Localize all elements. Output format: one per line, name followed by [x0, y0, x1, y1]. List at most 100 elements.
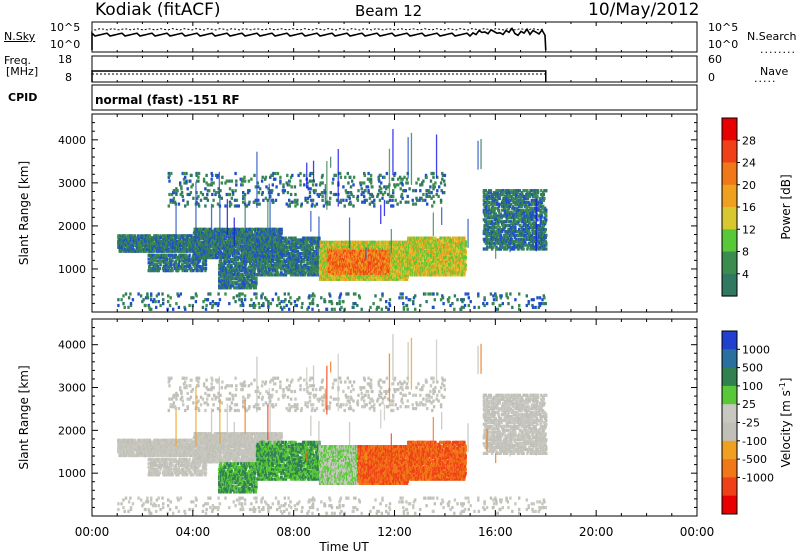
power-echo-cell: [200, 254, 203, 258]
power-echo-cell: [185, 259, 189, 263]
power-echo-cell: [242, 241, 245, 245]
power-echo-cell: [158, 245, 161, 249]
power-echo-cell: [240, 267, 243, 271]
cpid-panel-frame: [91, 84, 698, 111]
power-echo-cell: [128, 247, 131, 251]
power-echo-cell: [230, 267, 233, 271]
power-echo-cell: [250, 252, 254, 256]
power-echo-cell: [184, 267, 187, 271]
power-echo-cell: [361, 258, 365, 262]
power-echo-cell: [346, 248, 349, 252]
power-echo-cell: [215, 248, 218, 252]
power-echo-cell: [336, 242, 339, 246]
power-echo-cell: [203, 242, 206, 247]
power-echo-cell: [257, 253, 260, 258]
power-echo-cell: [203, 227, 206, 231]
power-echo-cell: [129, 241, 133, 246]
power-echo-cell: [125, 240, 128, 244]
power-echo-cell: [211, 248, 214, 252]
power-echo-cell: [365, 271, 368, 275]
power-echo-cell: [204, 235, 208, 239]
power-echo-cell: [180, 247, 183, 251]
power-echo-cell: [180, 259, 183, 263]
power-echo-cell: [300, 265, 303, 269]
power-echo-cell: [244, 278, 247, 282]
power-echo-cell: [192, 231, 196, 235]
power-echo-cell: [226, 278, 230, 282]
power-echo-cell: [376, 258, 379, 262]
power-echo-cell: [303, 250, 307, 254]
power-echo-cell: [294, 267, 298, 271]
power-echo-cell: [366, 277, 369, 281]
power-echo-cell: [248, 284, 252, 288]
power-echo-cell: [351, 260, 354, 264]
power-echo-cell: [243, 244, 247, 248]
power-echo-cell: [172, 243, 175, 247]
power-echo-cell: [310, 248, 313, 252]
power-echo-cell: [332, 273, 336, 277]
power-echo-cell: [152, 253, 155, 257]
power-echo-cell: [184, 269, 187, 273]
power-echo-cell: [177, 267, 181, 271]
power-echo-cell: [211, 250, 214, 254]
power-echo-cell: [344, 265, 348, 270]
power-echo-cell: [303, 253, 306, 258]
power-echo-cell: [235, 263, 238, 267]
power-echo-cell: [363, 265, 366, 270]
power-echo-cell: [367, 260, 370, 264]
power-echo-cell: [196, 242, 199, 247]
power-echo-cell: [307, 271, 310, 275]
power-echo-cell: [261, 248, 264, 252]
power-echo-cell: [320, 269, 324, 273]
power-echo-cell: [151, 236, 154, 240]
power-echo-cell: [336, 258, 339, 262]
power-echo-cell: [148, 247, 152, 251]
power-echo-cell: [219, 259, 223, 263]
power-echo-cell: [341, 271, 344, 275]
power-echo-cell: [173, 240, 176, 244]
power-echo-cell: [219, 235, 223, 239]
power-echo-cell: [281, 248, 285, 252]
power-echo-cell: [318, 262, 322, 266]
power-echo-cell: [244, 227, 247, 231]
power-echo-cell: [233, 273, 237, 277]
power-echo-cell: [184, 255, 187, 259]
power-echo-cell: [346, 250, 349, 254]
power-echo-cell: [167, 240, 170, 244]
power-echo-cell: [156, 238, 160, 242]
nsearch-tick-bottom: 10^0: [708, 38, 739, 51]
power-echo-cell: [233, 280, 237, 284]
power-echo-cell: [214, 242, 218, 247]
power-echo-cell: [138, 236, 141, 240]
power-echo-cell: [308, 257, 312, 261]
power-echo-cell: [230, 271, 233, 275]
power-echo-cell: [309, 261, 312, 265]
power-echo-cell: [202, 263, 206, 267]
power-echo-cell: [251, 257, 254, 262]
power-echo-cell: [214, 256, 218, 260]
power-echo-cell: [199, 244, 203, 248]
power-echo-cell: [300, 240, 303, 244]
power-echo-cell: [243, 257, 246, 262]
power-echo-cell: [231, 274, 234, 279]
power-echo-cell: [221, 239, 224, 243]
power-echo-cell: [168, 247, 172, 251]
power-echo-cell: [211, 239, 214, 243]
power-echo-cell: [294, 269, 297, 273]
power-echo-cell: [157, 261, 160, 265]
power-echo-cell: [253, 269, 256, 273]
power-echo-cell: [232, 273, 235, 277]
power-echo-cell: [235, 280, 239, 284]
power-echo-cell: [298, 253, 302, 258]
power-echo-cell: [284, 273, 288, 277]
power-echo-cell: [186, 238, 189, 242]
power-echo-cell: [241, 237, 244, 241]
power-echo-cell: [188, 253, 191, 257]
power-echo-cell: [241, 280, 244, 284]
power-echo-cell: [211, 242, 215, 247]
station-title: Kodiak (fitACF): [95, 0, 221, 20]
power-echo-cell: [246, 231, 249, 235]
power-echo-cell: [353, 269, 356, 273]
power-echo-cell: [273, 252, 276, 256]
